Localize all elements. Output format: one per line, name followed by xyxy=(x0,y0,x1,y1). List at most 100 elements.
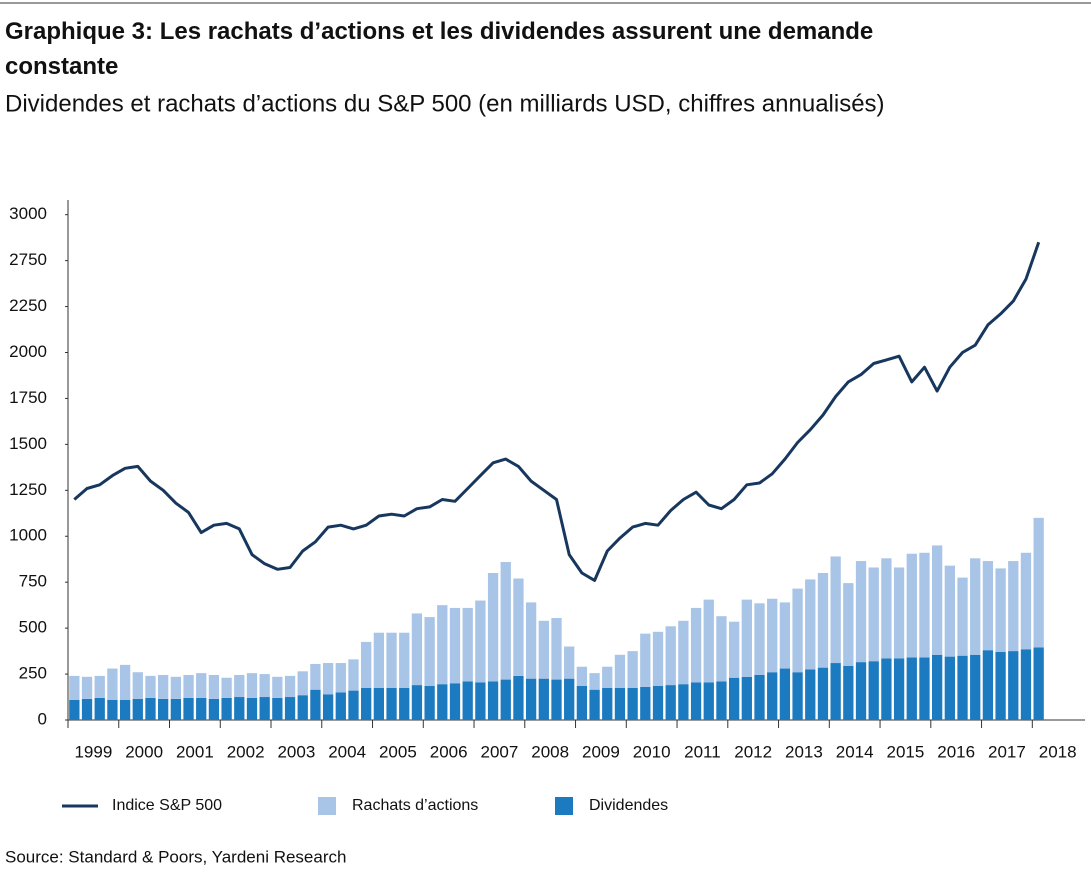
bar xyxy=(170,698,181,720)
bar xyxy=(373,632,385,688)
bar xyxy=(805,669,816,720)
y-tick-label: 2250 xyxy=(9,296,47,315)
bar xyxy=(716,616,727,682)
bar xyxy=(196,673,207,698)
y-tick-label: 2000 xyxy=(9,342,47,361)
bar xyxy=(411,613,423,686)
bar xyxy=(335,663,346,693)
x-tick-label: 1999 xyxy=(74,742,112,761)
bar xyxy=(830,556,841,664)
title-line: Graphique 3: Les rachats d’actions et le… xyxy=(5,18,873,45)
bar xyxy=(982,650,994,720)
bar xyxy=(728,677,740,720)
y-tick-label: 0 xyxy=(38,709,47,728)
bar xyxy=(741,676,752,720)
bar xyxy=(500,679,511,720)
bar xyxy=(982,561,994,651)
bar xyxy=(462,607,473,682)
bar xyxy=(564,678,575,720)
bar xyxy=(665,685,676,720)
bar xyxy=(94,675,105,698)
bar xyxy=(525,602,537,679)
bar xyxy=(107,668,118,700)
bar xyxy=(525,678,537,720)
x-tick-label: 2005 xyxy=(379,742,417,761)
bar xyxy=(449,607,461,684)
bar xyxy=(437,605,448,685)
x-tick-label: 2009 xyxy=(582,742,620,761)
bar xyxy=(640,633,651,687)
x-tick-label: 2010 xyxy=(633,742,671,761)
x-tick-label: 2018 xyxy=(1039,742,1077,761)
x-tick-label: 2017 xyxy=(988,742,1026,761)
bar xyxy=(158,674,169,699)
bar xyxy=(322,694,334,720)
bar xyxy=(449,683,461,720)
legend-label: Indice S&P 500 xyxy=(112,797,222,814)
x-tick-label: 2008 xyxy=(531,742,569,761)
bar xyxy=(551,679,562,720)
bar xyxy=(754,674,765,720)
y-tick-label: 1000 xyxy=(9,526,47,545)
bar xyxy=(158,698,169,720)
bar xyxy=(132,698,143,720)
bar xyxy=(335,692,346,720)
bar xyxy=(868,567,879,662)
bar xyxy=(893,658,905,720)
bar xyxy=(170,676,181,699)
x-tick-label: 2004 xyxy=(328,742,366,761)
bar xyxy=(386,687,397,720)
x-tick-label: 2006 xyxy=(430,742,468,761)
bar xyxy=(145,697,156,720)
bar xyxy=(234,697,245,720)
y-tick-label: 250 xyxy=(19,664,47,683)
bar xyxy=(652,686,664,720)
bar xyxy=(678,684,689,720)
y-tick-label: 2750 xyxy=(9,250,47,269)
bar xyxy=(196,697,207,720)
bar xyxy=(703,599,714,683)
bar xyxy=(259,674,270,698)
legend-swatch xyxy=(555,797,573,815)
bar xyxy=(297,671,308,696)
bar xyxy=(513,578,524,676)
bar xyxy=(944,565,955,657)
bar xyxy=(538,620,549,679)
x-tick-label: 2016 xyxy=(937,742,975,761)
bar xyxy=(893,567,905,659)
chart-title: Graphique 3: Les rachats d’actions et le… xyxy=(5,18,880,80)
bar xyxy=(221,697,232,720)
bar xyxy=(208,674,220,699)
bar xyxy=(183,674,194,698)
bar xyxy=(970,654,981,720)
bar xyxy=(805,579,816,670)
bar xyxy=(183,697,194,720)
x-tick-label: 2012 xyxy=(734,742,772,761)
bar xyxy=(843,583,854,666)
bar xyxy=(361,687,372,720)
bar xyxy=(627,687,638,720)
bar xyxy=(919,552,930,658)
bar xyxy=(906,657,917,720)
bar xyxy=(589,673,600,690)
x-tick-label: 2011 xyxy=(684,742,721,761)
bar xyxy=(322,663,334,695)
bar xyxy=(576,666,588,687)
bar xyxy=(424,617,435,687)
bar xyxy=(716,681,727,720)
bar xyxy=(1020,649,1032,720)
bar xyxy=(855,662,867,720)
y-tick-label: 1500 xyxy=(9,434,47,453)
y-tick-label: 750 xyxy=(19,572,47,591)
bar xyxy=(297,695,308,720)
bar xyxy=(107,699,118,720)
chart-subtitle: Dividendes et rachats d’actions du S&P 5… xyxy=(5,90,885,117)
x-tick-label: 2000 xyxy=(125,742,163,761)
x-tick-label: 2015 xyxy=(887,742,925,761)
bar xyxy=(1020,552,1032,650)
bar xyxy=(665,626,676,686)
bar xyxy=(361,641,372,688)
title-line: constante xyxy=(5,53,118,80)
bar xyxy=(348,659,359,691)
